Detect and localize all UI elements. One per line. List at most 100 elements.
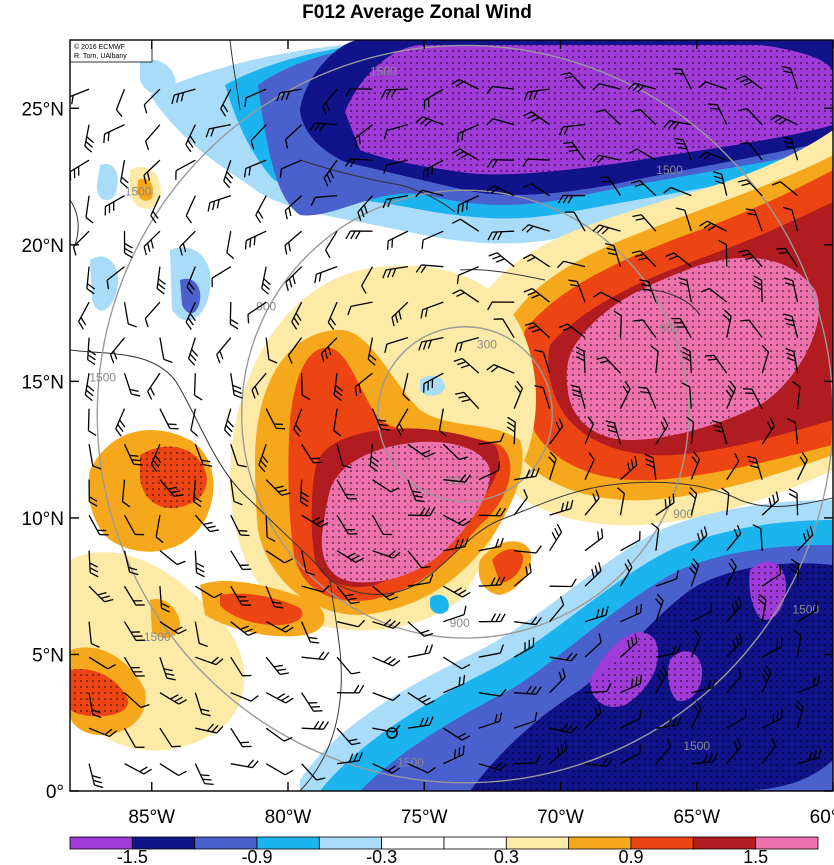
wind-barb [592, 83, 621, 91]
wind-barb [230, 585, 251, 606]
wind-barb [84, 124, 94, 153]
wind-barb [672, 68, 692, 90]
wind-barb [726, 738, 742, 765]
wind-barb [549, 723, 578, 734]
wind-barb [655, 417, 669, 445]
wind-barb [486, 85, 515, 94]
wind-barb [336, 656, 361, 675]
wind-barb [123, 302, 137, 328]
wind-barb [674, 137, 692, 161]
wind-barb [523, 288, 550, 303]
wind-barb [123, 656, 145, 677]
wind-barb [421, 230, 444, 249]
wind-barb [584, 416, 595, 445]
wind-barb [88, 479, 98, 507]
wind-barb [769, 114, 798, 126]
wind-barb [723, 309, 732, 338]
wind-barb [291, 301, 303, 330]
wind-barb [726, 452, 740, 481]
wind-barb [522, 158, 550, 167]
ring-label: 1500 [397, 755, 424, 769]
wind-barb [422, 159, 444, 180]
wind-barb [345, 88, 373, 97]
wind-barb [293, 408, 303, 437]
wind-barb [638, 386, 657, 409]
wind-barb [159, 763, 187, 776]
wind-barb [194, 692, 211, 717]
stipple-region [345, 45, 833, 175]
wind-barb [726, 558, 737, 587]
wind-barb [244, 230, 267, 250]
wind-barb [285, 266, 303, 292]
wind-barb [185, 124, 196, 153]
ring-label: 900 [450, 616, 470, 630]
wind-barb [631, 179, 657, 197]
wind-barb [354, 124, 373, 148]
shade-orange [137, 178, 154, 201]
wind-barb [761, 565, 782, 587]
wind-barb [371, 408, 390, 431]
wind-barb [721, 487, 730, 516]
ring-label: 900 [659, 321, 679, 335]
wind-barb [549, 499, 574, 516]
wind-barb [451, 78, 480, 90]
wind-barb [367, 337, 377, 366]
wind-barb [265, 337, 278, 364]
wind-barb [88, 444, 102, 470]
wind-barb [650, 345, 659, 374]
wind-barb [443, 538, 469, 552]
wind-barb [561, 72, 586, 90]
wind-barb [783, 277, 799, 303]
wind-barb [678, 277, 692, 303]
wind-barb [747, 455, 763, 480]
wind-barb [383, 159, 409, 174]
wind-barb [568, 279, 586, 303]
wind-barb [372, 692, 401, 702]
wind-barb [301, 651, 330, 661]
wind-barb [336, 727, 361, 746]
wind-barb [345, 230, 373, 240]
wind-barb [179, 230, 196, 256]
wind-barb [115, 88, 126, 118]
wind-barb [87, 408, 97, 436]
wind-barb [336, 585, 360, 605]
wind-barb [279, 159, 302, 178]
wind-barb [761, 737, 777, 765]
wind-barb [745, 208, 763, 232]
wind-barb [655, 569, 679, 587]
wind-barb [726, 525, 742, 552]
wind-barb [230, 621, 257, 637]
wind-barb [194, 514, 219, 533]
wind-barb [88, 550, 99, 578]
wind-barb [797, 675, 820, 694]
wind-barb [690, 451, 701, 480]
wind-barb [457, 195, 480, 214]
wind-barb [685, 416, 695, 445]
wind-barb [761, 417, 775, 445]
wind-barb [143, 159, 161, 185]
wind-barb [159, 692, 187, 705]
wind-barb [357, 195, 373, 221]
ring-900 [240, 189, 690, 639]
wind-barb [689, 558, 700, 587]
wind-barb [230, 656, 252, 677]
wind-barb [327, 301, 338, 330]
wind-barb [698, 81, 727, 90]
wind-barb [187, 337, 199, 366]
wind-barb [226, 231, 235, 260]
wind-barb [628, 148, 657, 161]
lon-tick-label: 65°W [673, 807, 720, 828]
colorbar-label: -1.5 [117, 847, 148, 865]
wind-barb [337, 684, 365, 694]
wind-barb [549, 652, 578, 662]
ring-label: 900 [256, 299, 276, 313]
wind-barb [243, 159, 267, 178]
wind-barb [559, 323, 586, 339]
wind-barb [742, 388, 763, 409]
stipple-region [70, 669, 129, 717]
wind-barb [194, 763, 214, 786]
wind-barb [336, 479, 357, 500]
wind-barb [688, 487, 698, 516]
wind-barb [651, 522, 660, 551]
wind-barb [613, 310, 622, 338]
